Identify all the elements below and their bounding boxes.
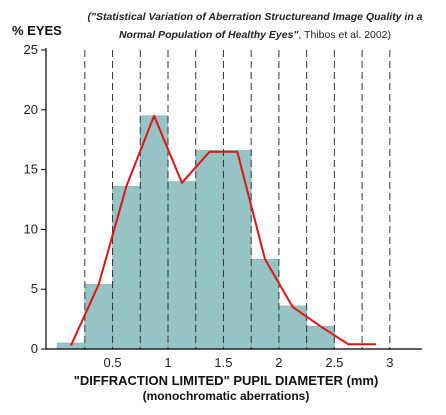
citation-authors: , Thibos et al. 2002) xyxy=(298,29,391,41)
histogram-bar xyxy=(84,284,113,350)
x-tick-label: 1.5 xyxy=(214,355,232,370)
histogram-bar xyxy=(167,181,197,350)
x-axis-label: "DIFFRACTION LIMITED" PUPIL DIAMETER (mm… xyxy=(74,373,379,388)
y-tick-label: 10 xyxy=(24,221,38,236)
y-axis-label: % EYES xyxy=(12,23,62,38)
data-series xyxy=(70,114,376,346)
histogram-bar xyxy=(112,186,141,350)
histogram-bar xyxy=(139,115,169,350)
y-tick-label: 20 xyxy=(24,102,38,117)
histogram-bar xyxy=(195,150,224,350)
histogram-bars xyxy=(56,115,335,350)
y-tick-label: 0 xyxy=(31,341,38,356)
x-tick-label: 0.5 xyxy=(104,355,122,370)
citation-title-part1: ("Statistical Variation of Aberration St… xyxy=(87,11,422,23)
x-axis-sublabel: (monochromatic aberrations) xyxy=(143,389,310,403)
x-tick-label: 3 xyxy=(386,355,393,370)
citation-title-part2: Normal Population of Healthy Eyes" xyxy=(119,29,299,41)
histogram-bar xyxy=(306,325,335,350)
y-tick-label: 15 xyxy=(24,162,38,177)
x-tick-label: 2 xyxy=(275,355,282,370)
citation-line-2: Normal Population of Healthy Eyes", Thib… xyxy=(119,29,391,41)
axes xyxy=(41,48,422,350)
citation-line-1: ("Statistical Variation of Aberration St… xyxy=(87,11,422,23)
x-tick-label: 1 xyxy=(164,355,171,370)
x-tick-labels: 0.5 1 1.5 2 2.5 3 xyxy=(104,355,394,370)
y-tick-label: 5 xyxy=(31,281,38,296)
vertical-gridlines xyxy=(84,50,391,349)
y-tick-label: 25 xyxy=(24,42,38,57)
histogram-bar xyxy=(278,305,307,350)
x-tick-label: 2.5 xyxy=(325,355,343,370)
y-tick-labels: 0 5 10 15 20 25 xyxy=(24,42,38,356)
histogram-bar xyxy=(250,258,280,350)
frequency-line xyxy=(70,114,376,346)
histogram-bar xyxy=(223,150,252,350)
